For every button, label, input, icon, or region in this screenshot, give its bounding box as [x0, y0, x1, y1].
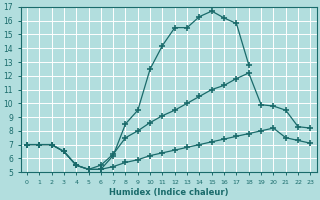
X-axis label: Humidex (Indice chaleur): Humidex (Indice chaleur) [109, 188, 228, 197]
